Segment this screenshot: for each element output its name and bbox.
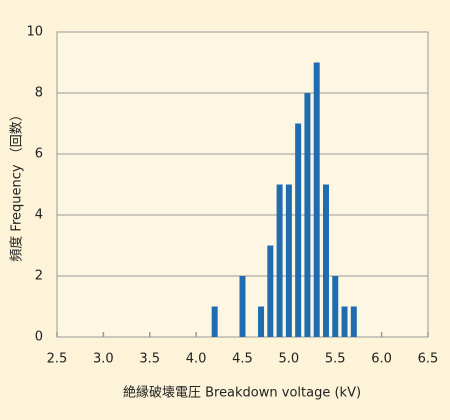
bar: [350, 306, 357, 337]
y-axis-title: 頻度 Frequency （回数）: [9, 108, 25, 261]
bar: [341, 306, 348, 337]
bar: [304, 93, 311, 337]
bar: [285, 184, 292, 337]
x-tick-label: 4.0: [186, 352, 207, 367]
x-tick-label: 3.0: [93, 352, 114, 367]
y-tick-label: 2: [35, 269, 43, 284]
bar: [211, 306, 218, 337]
bar: [276, 184, 283, 337]
x-tick-label: 2.5: [47, 352, 68, 367]
bar: [258, 306, 265, 337]
x-tick-label: 5.0: [279, 352, 300, 367]
x-tick-label: 6.5: [418, 352, 439, 367]
y-tick-label: 0: [35, 330, 43, 345]
bar: [239, 276, 246, 337]
x-tick-label: 4.5: [232, 352, 253, 367]
bar: [313, 62, 320, 337]
x-tick-label: 6.0: [371, 352, 392, 367]
bar: [267, 245, 274, 337]
x-tick-label: 3.5: [139, 352, 160, 367]
y-tick-label: 8: [35, 86, 43, 101]
y-tick-label: 4: [35, 208, 43, 223]
x-axis-title: 絶縁破壊電圧 Breakdown voltage (kV): [123, 385, 361, 401]
bar: [332, 276, 339, 337]
bar: [322, 184, 329, 337]
bar: [295, 123, 302, 337]
y-tick-label: 10: [26, 25, 43, 40]
x-tick-label: 5.5: [325, 352, 346, 367]
y-tick-label: 6: [35, 147, 43, 162]
